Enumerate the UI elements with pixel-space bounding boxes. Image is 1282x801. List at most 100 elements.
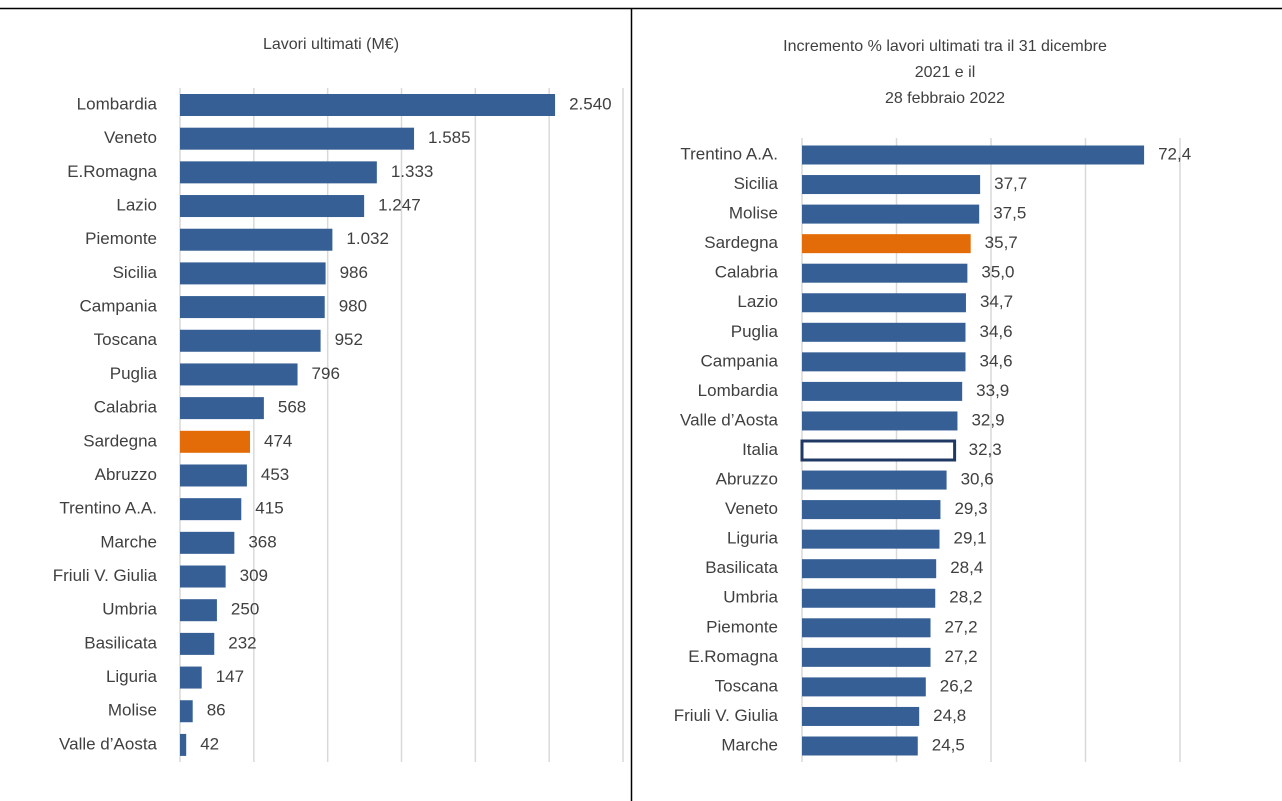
bar <box>180 599 217 622</box>
category-label: Sicilia <box>734 174 779 193</box>
value-label: 24,8 <box>933 706 966 725</box>
value-label: 250 <box>231 600 259 619</box>
bar <box>802 559 937 579</box>
bar <box>800 439 957 462</box>
category-label: Lazio <box>116 196 157 215</box>
bar <box>180 531 235 554</box>
value-label: 72,4 <box>1158 144 1191 163</box>
value-label: 415 <box>255 499 283 518</box>
value-label: 1.585 <box>428 128 471 147</box>
value-label: 37,7 <box>994 174 1027 193</box>
value-label: 27,2 <box>945 647 978 666</box>
value-label: 34,6 <box>979 322 1012 341</box>
category-label: E.Romagna <box>67 162 157 181</box>
chart-title: Lavori ultimati (M€) <box>263 36 399 53</box>
value-label: 1.032 <box>346 229 389 248</box>
category-label: Trentino A.A. <box>680 144 778 163</box>
bar <box>802 175 981 195</box>
bar <box>180 296 325 319</box>
value-label: 980 <box>339 297 367 316</box>
category-label: Calabria <box>94 398 158 417</box>
value-label: 453 <box>261 465 289 484</box>
bar <box>802 647 931 667</box>
bar <box>802 411 958 431</box>
bar <box>180 363 298 386</box>
bar <box>802 500 941 520</box>
category-label: Sicilia <box>113 263 158 282</box>
value-label: 147 <box>216 667 244 686</box>
value-label: 474 <box>264 431 292 450</box>
value-label: 1.247 <box>378 196 421 215</box>
category-label: Liguria <box>106 667 158 686</box>
value-label: 29,1 <box>953 529 986 548</box>
category-label: Veneto <box>725 499 778 518</box>
value-label: 986 <box>340 263 368 282</box>
value-label: 35,7 <box>985 233 1018 252</box>
bar <box>802 529 940 549</box>
category-label: Liguria <box>727 529 779 548</box>
value-label: 35,0 <box>981 263 1014 282</box>
value-label: 24,5 <box>932 735 965 754</box>
category-label: Italia <box>742 440 778 459</box>
bar <box>802 204 980 224</box>
value-label: 28,2 <box>949 588 982 607</box>
bar <box>802 293 966 313</box>
bar <box>180 632 215 655</box>
value-label: 26,2 <box>940 676 973 695</box>
bar <box>802 706 920 726</box>
category-label: Molise <box>729 204 778 223</box>
category-label: Lazio <box>737 292 778 311</box>
value-label: 1.333 <box>391 162 434 181</box>
category-label: Campania <box>80 297 158 316</box>
bar <box>180 228 333 251</box>
bar <box>180 565 226 588</box>
category-label: Lombardia <box>77 94 158 113</box>
value-label: 30,6 <box>961 470 994 489</box>
value-label: 27,2 <box>945 617 978 636</box>
value-label: 796 <box>312 364 340 383</box>
bar <box>802 470 947 490</box>
category-label: Veneto <box>104 128 157 147</box>
chart-title: 28 febbraio 2022 <box>885 90 1005 107</box>
chart-title: 2021 e il <box>915 64 976 81</box>
value-label: 42 <box>200 734 219 753</box>
bar <box>802 234 971 254</box>
category-label: Basilicata <box>705 558 778 577</box>
bar <box>802 588 936 608</box>
category-label: Lombardia <box>698 381 779 400</box>
category-label: Toscana <box>715 676 779 695</box>
bar <box>802 736 918 756</box>
bar <box>802 145 1145 165</box>
value-label: 37,5 <box>993 204 1026 223</box>
bar <box>180 464 247 487</box>
bar <box>180 397 264 420</box>
category-label: Abruzzo <box>716 470 778 489</box>
bar <box>180 498 242 521</box>
category-label: Calabria <box>715 263 779 282</box>
bar <box>180 127 415 150</box>
value-label: 2.540 <box>569 94 612 113</box>
category-label: Umbria <box>723 588 778 607</box>
bar <box>180 195 365 218</box>
bar <box>802 381 963 401</box>
category-label: Sardegna <box>704 233 778 252</box>
bar <box>180 94 556 116</box>
value-label: 28,4 <box>950 558 983 577</box>
category-label: Puglia <box>731 322 779 341</box>
value-label: 309 <box>240 566 268 585</box>
category-label: Valle d’Aosta <box>59 734 158 753</box>
value-label: 32,9 <box>971 410 1004 429</box>
category-label: Basilicata <box>84 633 157 652</box>
value-label: 368 <box>248 532 276 551</box>
bar <box>180 262 326 285</box>
category-label: Campania <box>701 351 779 370</box>
category-label: Piemonte <box>706 617 778 636</box>
value-label: 86 <box>207 701 226 720</box>
chart-title: Incremento % lavori ultimati tra il 31 d… <box>783 38 1107 55</box>
bar <box>180 430 250 453</box>
category-label: Abruzzo <box>95 465 157 484</box>
bar <box>802 618 931 638</box>
value-label: 32,3 <box>969 440 1002 459</box>
bar <box>180 161 377 184</box>
